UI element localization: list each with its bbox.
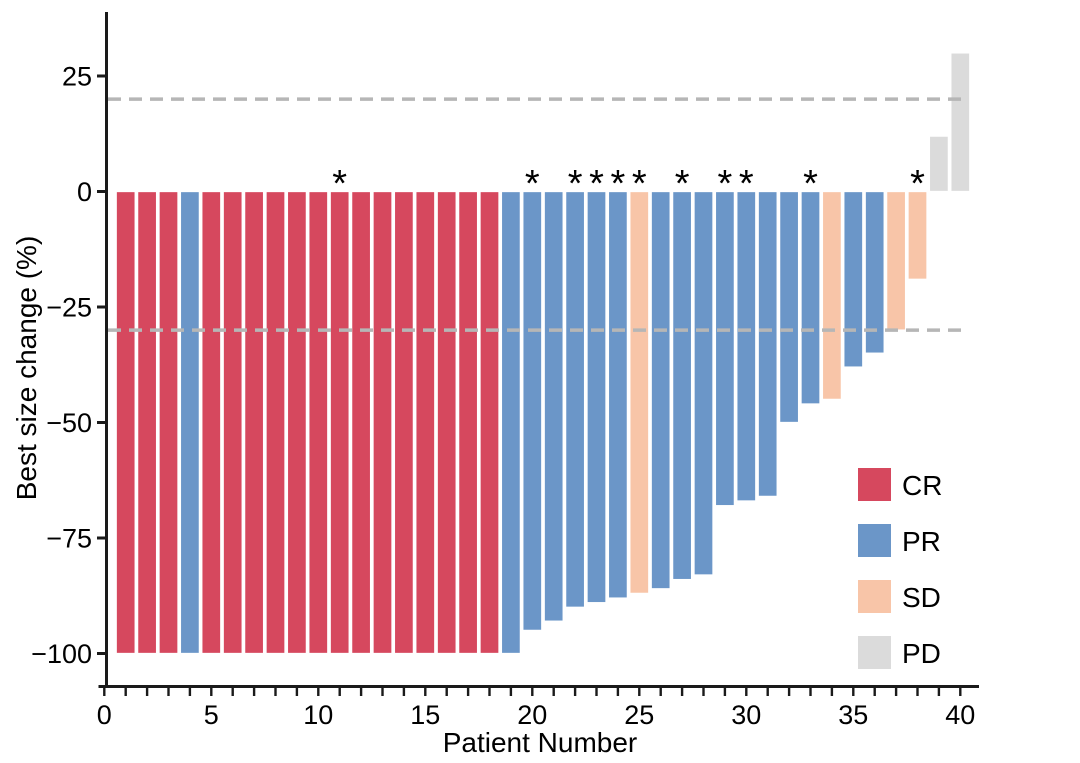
bar-patient-30 (736, 190, 757, 502)
bar-patient-1 (115, 190, 136, 655)
asterisk-patient-38: * (910, 163, 925, 205)
y-tick-label-0: 0 (77, 177, 92, 207)
asterisk-patient-23: * (589, 163, 604, 205)
bar-patient-2 (136, 190, 158, 655)
bar-patient-5 (201, 190, 222, 655)
bar-patient-18 (479, 190, 500, 655)
bar-patient-23 (586, 190, 607, 604)
bar-patient-8 (265, 190, 286, 655)
bar-patient-14 (393, 190, 415, 655)
bar-patient-28 (693, 190, 714, 576)
asterisk-patient-20: * (525, 163, 540, 205)
x-tick-label-25: 25 (624, 700, 654, 730)
bars-layer (115, 52, 971, 655)
bar-patient-13 (372, 190, 393, 655)
legend-item-cr: CR (858, 468, 942, 501)
x-tick-label-40: 40 (945, 700, 975, 730)
bar-patient-15 (415, 190, 436, 655)
bar-patient-11 (329, 190, 350, 655)
bar-patient-26 (650, 190, 671, 590)
asterisk-patient-33: * (803, 163, 818, 205)
x-tick-label-20: 20 (517, 700, 547, 730)
bar-patient-25 (629, 190, 650, 595)
y-tick-label--50: −50 (46, 408, 92, 438)
bar-patient-20 (522, 190, 543, 632)
bar-patient-37 (885, 190, 907, 331)
asterisk-patient-30: * (739, 163, 754, 205)
y-axis-title: Best size change (%) (11, 236, 42, 501)
bar-patient-32 (778, 190, 800, 424)
legend-swatch-pd (858, 636, 891, 669)
y-tick-label--75: −75 (46, 524, 92, 554)
asterisk-patient-29: * (718, 163, 733, 205)
bar-patient-35 (843, 190, 864, 368)
bar-patient-29 (714, 190, 736, 507)
legend-item-sd: SD (858, 580, 941, 613)
y-tick-label-25: 25 (62, 62, 92, 92)
asterisk-patient-11: * (332, 163, 347, 205)
legend: CR PR SD PD (858, 468, 942, 669)
bar-patient-19 (500, 190, 522, 655)
bar-patient-4 (179, 190, 201, 655)
bar-patient-27 (671, 190, 693, 581)
legend-item-pd: PD (858, 636, 941, 669)
y-tick-label--25: −25 (46, 293, 92, 323)
bar-patient-38 (907, 190, 928, 280)
bar-patient-6 (222, 190, 243, 655)
bar-patient-24 (607, 190, 629, 599)
legend-label-cr: CR (902, 470, 942, 501)
asterisk-patient-24: * (611, 163, 626, 205)
x-tick-label-5: 5 (204, 700, 219, 730)
legend-item-pr: PR (858, 524, 941, 557)
bar-patient-31 (757, 190, 778, 498)
x-tick-label-35: 35 (838, 700, 868, 730)
x-axis-title: Patient Number (443, 727, 638, 758)
bar-patient-34 (821, 190, 843, 401)
reference-lines-layer (108, 97, 966, 332)
legend-swatch-sd (858, 580, 891, 613)
bar-patient-10 (308, 190, 329, 655)
x-tick-label-15: 15 (410, 700, 440, 730)
bar-patient-39 (928, 135, 950, 193)
bar-patient-40 (950, 52, 971, 193)
bar-patient-33 (800, 190, 821, 405)
bar-patient-17 (457, 190, 479, 655)
bar-patient-9 (286, 190, 308, 655)
axes-layer: 25 0 −25 −50 −75 −100 0 5 10 15 20 25 30 35 40 (31, 12, 979, 730)
x-tick-label-30: 30 (731, 700, 761, 730)
bar-patient-3 (158, 190, 179, 655)
bar-patient-16 (436, 190, 457, 655)
legend-swatch-pr (858, 524, 891, 557)
x-tick-label-0: 0 (97, 700, 112, 730)
legend-swatch-cr (858, 468, 891, 501)
x-tick-label-10: 10 (303, 700, 333, 730)
bar-patient-12 (350, 190, 372, 655)
bar-patient-22 (564, 190, 586, 608)
asterisk-patient-22: * (568, 163, 583, 205)
legend-label-pd: PD (902, 638, 941, 669)
legend-label-sd: SD (902, 582, 941, 613)
asterisk-patient-25: * (632, 163, 647, 205)
bar-patient-21 (543, 190, 564, 622)
bar-patient-36 (864, 190, 885, 354)
asterisk-patient-27: * (675, 163, 690, 205)
asterisk-annotations-layer: * * * * * * * * * * * (332, 163, 925, 205)
bar-patient-7 (243, 190, 265, 655)
legend-label-pr: PR (902, 526, 941, 557)
y-tick-label--100: −100 (31, 639, 92, 669)
